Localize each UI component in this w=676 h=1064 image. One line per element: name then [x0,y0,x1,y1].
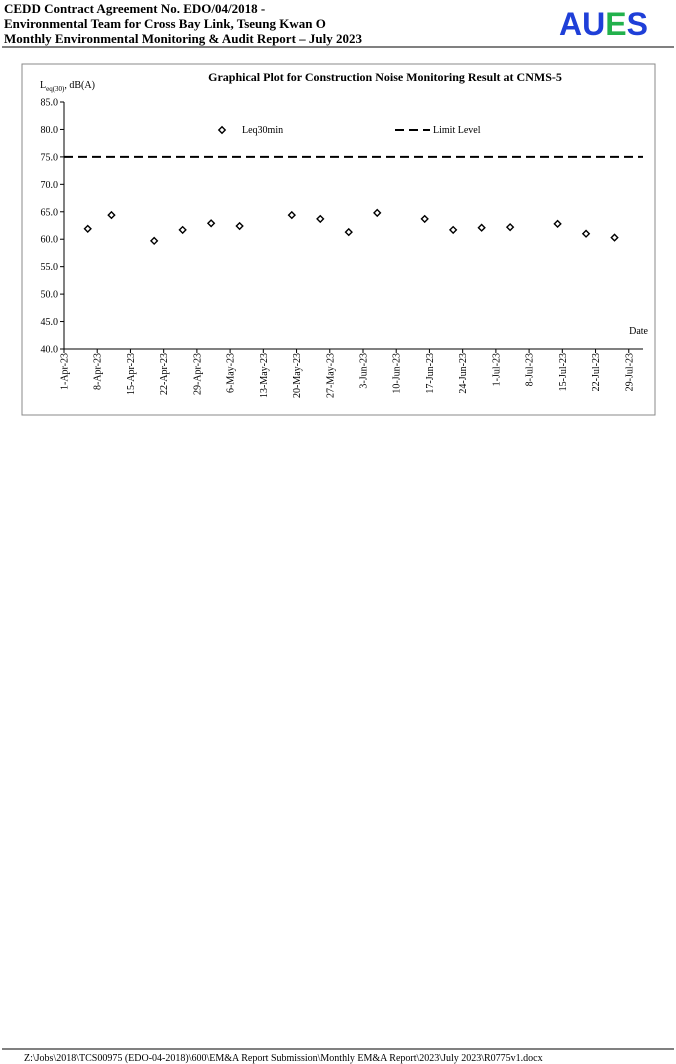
logo-letter: S [627,6,648,42]
logo: AUES [559,6,648,42]
logo-letter: U [582,6,605,42]
legend-label: Leq30min [242,125,283,136]
x-tick-label: 3-Jun-23 [358,353,369,389]
y-tick-label: 75.0 [41,152,59,163]
legend-label: Limit Level [433,125,481,136]
logo-letter: E [605,6,626,42]
data-point [287,210,296,220]
x-tick-label: 29-Jul-23 [624,353,635,391]
data-point [178,225,187,235]
header-line: CEDD Contract Agreement No. EDO/04/2018 … [4,1,265,16]
x-tick-label: 1-Jul-23 [491,353,502,386]
x-tick-label: 10-Jun-23 [392,353,403,394]
data-point [373,208,382,218]
y-axis-label: Leq(30), dB(A) [40,80,95,93]
y-tick-label: 40.0 [41,345,59,356]
x-tick-label: 6-May-23 [226,353,237,393]
data-point [581,229,591,238]
y-tick-label: 55.0 [41,262,59,273]
x-tick-label: 15-Apr-23 [126,353,137,395]
y-tick-label: 80.0 [41,125,59,136]
data-point [505,222,515,232]
x-tick-label: 8-Jul-23 [525,353,536,386]
x-tick-label: 22-Apr-23 [159,353,170,395]
footer-path: Z:\Jobs\2018\TCS00975 (EDO-04-2018)\600\… [24,1053,543,1064]
y-axis-label-sub: eq(30) [46,85,65,93]
x-tick-label: 20-May-23 [292,353,303,398]
x-tick-label: 13-May-23 [259,353,270,398]
legend-marker [217,125,227,135]
data-point [344,227,353,237]
data-point [316,214,325,224]
x-tick-label: 8-Apr-23 [93,353,104,390]
logo-letter: A [559,6,582,42]
x-tick-label: 15-Jul-23 [558,353,569,391]
data-point [610,233,619,242]
y-tick-label: 65.0 [41,207,59,218]
chart-frame [21,63,656,416]
x-tick-label: 1-Apr-23 [60,353,71,390]
y-tick-label: 50.0 [41,290,59,301]
header-line: Monthly Environmental Monitoring & Audit… [4,31,363,46]
header-line: Environmental Team for Cross Bay Link, T… [4,16,326,31]
y-tick-label: 85.0 [41,98,59,109]
data-point [448,225,458,235]
y-axis-label-main: L [40,80,46,91]
data-point [420,214,429,224]
data-point [83,224,92,233]
chart: Graphical Plot for Construction Noise Mo… [40,70,649,398]
data-point [206,219,216,228]
data-point [107,210,116,220]
data-point [235,221,244,231]
y-tick-label: 45.0 [41,317,59,328]
y-tick-label: 70.0 [41,180,59,191]
chart-title: Graphical Plot for Construction Noise Mo… [208,70,562,84]
data-point [553,219,562,229]
data-point [149,236,159,246]
x-tick-label: 22-Jul-23 [591,353,602,391]
x-tick-label: 29-Apr-23 [192,353,203,395]
data-point [477,223,486,232]
x-tick-label: 27-May-23 [325,353,336,398]
x-tick-label: 17-Jun-23 [425,353,436,394]
y-tick-label: 60.0 [41,235,59,246]
x-axis-label: Date [629,326,648,337]
y-axis-label-rest: , dB(A) [64,80,95,91]
x-tick-label: 24-Jun-23 [458,353,469,394]
